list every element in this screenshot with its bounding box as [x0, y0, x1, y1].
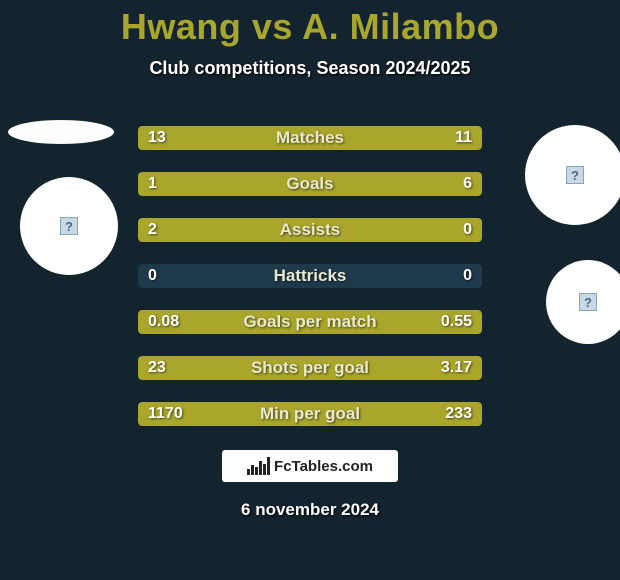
page-title: Hwang vs A. Milambo — [0, 6, 620, 48]
player1-club-circle: ? — [20, 177, 118, 275]
stat-label: Min per goal — [138, 402, 482, 426]
date-label: 6 november 2024 — [0, 500, 620, 520]
stat-row: 20Assists — [138, 218, 482, 242]
logo-bars-icon — [247, 457, 270, 475]
header: Hwang vs A. Milambo Club competitions, S… — [0, 0, 620, 79]
logo-text: FcTables.com — [274, 458, 373, 475]
player2-circle: ? — [525, 125, 620, 225]
stat-row: 0.080.55Goals per match — [138, 310, 482, 334]
question-icon: ? — [566, 166, 584, 184]
stat-label: Goals per match — [138, 310, 482, 334]
stats-bars: 1311Matches 16Goals 20Assists 00Hattricks 0.… — [138, 126, 482, 448]
stat-row: 1170233Min per goal — [138, 402, 482, 426]
stat-row: 233.17Shots per goal — [138, 356, 482, 380]
subtitle: Club competitions, Season 2024/2025 — [0, 58, 620, 79]
player2-club-circle: ? — [546, 260, 620, 344]
question-icon: ? — [579, 293, 597, 311]
question-icon: ? — [60, 217, 78, 235]
stat-label: Goals — [138, 172, 482, 196]
player1-ellipse — [8, 120, 114, 144]
stat-row: 16Goals — [138, 172, 482, 196]
stat-row: 1311Matches — [138, 126, 482, 150]
stat-label: Assists — [138, 218, 482, 242]
site-logo: FcTables.com — [222, 450, 398, 482]
stat-label: Hattricks — [138, 264, 482, 288]
stat-row: 00Hattricks — [138, 264, 482, 288]
stat-label: Shots per goal — [138, 356, 482, 380]
stat-label: Matches — [138, 126, 482, 150]
